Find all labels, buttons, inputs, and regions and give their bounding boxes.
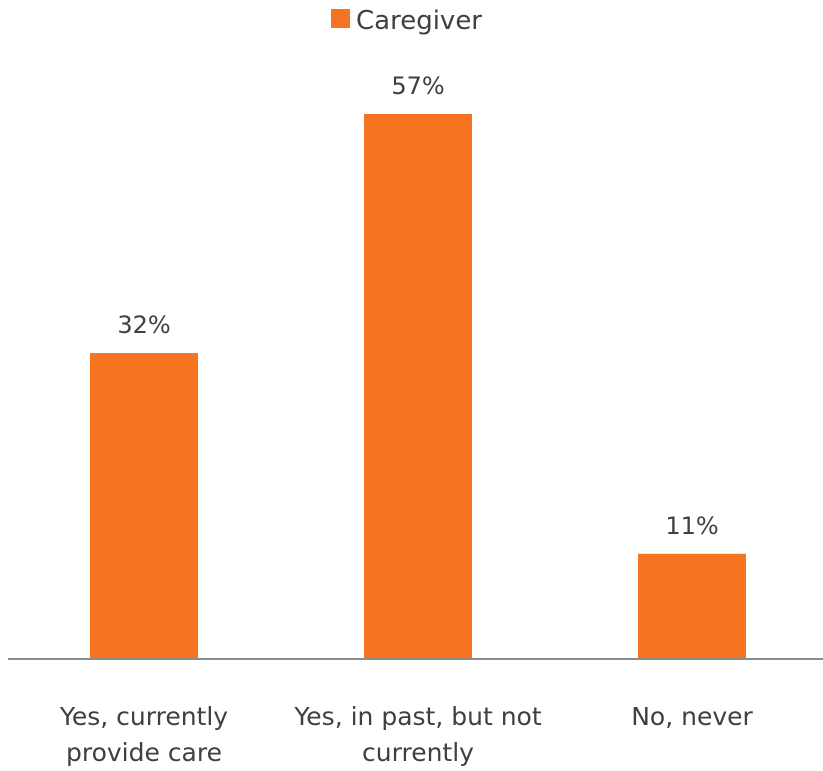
bars bbox=[90, 114, 746, 659]
category-label-1-line-1: Yes, currently bbox=[59, 702, 228, 731]
data-label-2: 57% bbox=[391, 72, 444, 100]
category-label-3-line-1: No, never bbox=[631, 702, 753, 731]
legend-label-caregiver: Caregiver bbox=[356, 6, 482, 36]
data-label-1: 32% bbox=[117, 311, 170, 339]
category-label-2-line-2: currently bbox=[362, 738, 474, 766]
bar-1 bbox=[90, 353, 198, 659]
legend: Caregiver bbox=[331, 6, 482, 36]
category-label-2-line-1: Yes, in past, but not bbox=[293, 702, 542, 731]
data-label-3: 11% bbox=[665, 512, 718, 540]
bar-2 bbox=[364, 114, 472, 659]
category-labels: Yes, currently provide care Yes, in past, … bbox=[59, 702, 754, 767]
data-labels: 32% 57% 11% bbox=[117, 72, 718, 540]
legend-swatch bbox=[331, 9, 350, 28]
bar-3 bbox=[638, 553, 746, 659]
category-label-1-line-2: provide care bbox=[66, 738, 222, 766]
